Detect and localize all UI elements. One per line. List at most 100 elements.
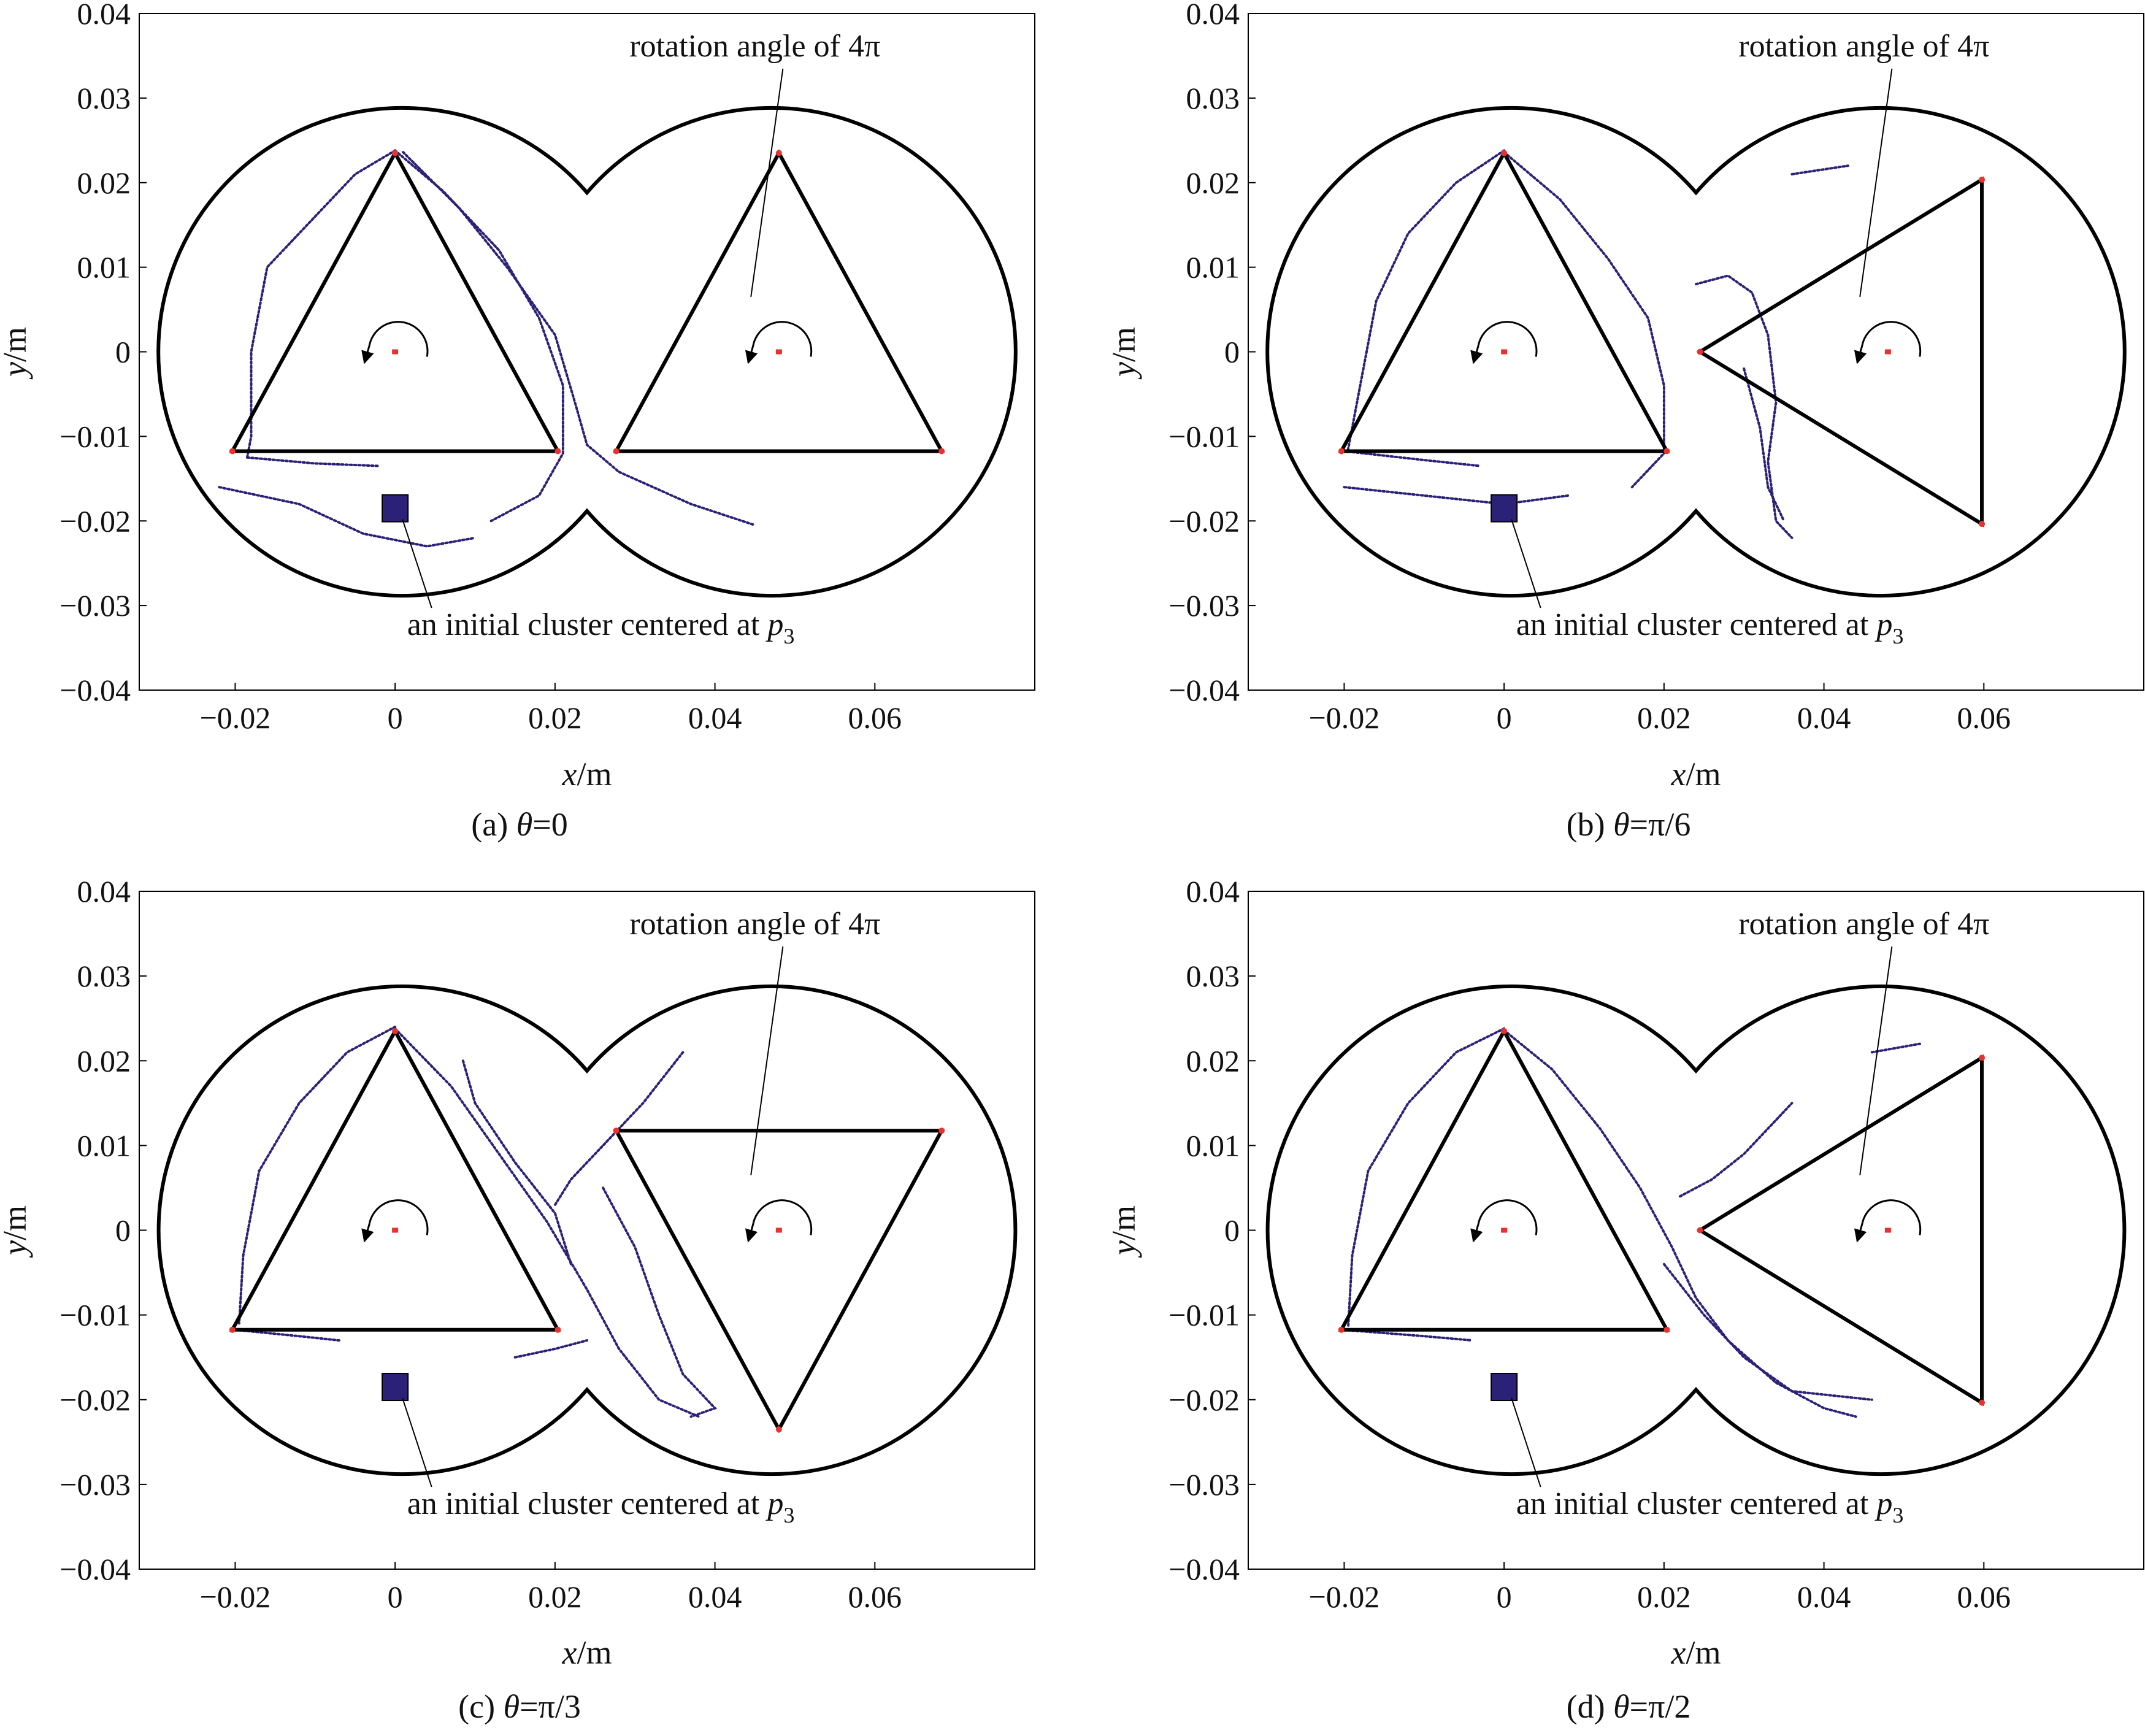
particle-trace — [1870, 1042, 1921, 1054]
rotor-vertex-dot — [392, 150, 399, 156]
rotor-vertex-dot — [229, 1326, 236, 1333]
rotation-leader-line — [1859, 68, 1893, 298]
plot-frame — [139, 13, 1035, 691]
particle-trace — [237, 1026, 397, 1325]
y-axis-label: y/m — [0, 327, 33, 380]
y-tick-label: 0.01 — [77, 250, 131, 285]
y-tick-label: −0.02 — [1168, 504, 1240, 538]
x-tick-label: −0.02 — [1309, 1580, 1380, 1614]
y-tick-label: 0.03 — [1186, 959, 1240, 993]
x-tick-label: 0.06 — [1957, 1580, 2011, 1614]
cluster-annotation: an initial cluster centered at p3 — [407, 1486, 795, 1527]
rotation-annotation: rotation angle of 4π — [1738, 907, 1989, 942]
rotor-vertex-dot — [1979, 1054, 1986, 1061]
panel-caption: (b) θ=π/6 — [1567, 806, 1691, 843]
particle-trace — [602, 1186, 718, 1418]
particle-trace — [1346, 450, 1481, 467]
x-tick-label: 0.02 — [1637, 701, 1691, 735]
y-tick-label: 0 — [115, 335, 131, 369]
y-tick-label: 0.04 — [77, 874, 131, 908]
x-tick-label: −0.02 — [200, 1580, 271, 1614]
particle-trace — [1662, 1262, 1873, 1401]
particle-trace — [553, 1051, 685, 1207]
right-rotor — [1696, 1054, 1984, 1406]
mixer-barrel-outline — [1265, 106, 2127, 598]
rotor-vertex-dot — [938, 1127, 945, 1134]
y-tick-label: −0.03 — [1168, 588, 1240, 623]
right-rotor-center — [775, 1227, 782, 1233]
y-tick-label: 0.03 — [77, 81, 131, 115]
right-rotor-center — [1884, 1227, 1891, 1233]
left-rotor-center — [1501, 1227, 1508, 1233]
left-rotor — [1338, 149, 1670, 453]
x-tick-label: 0.04 — [1797, 1580, 1851, 1614]
y-tick-label: 0.04 — [1186, 874, 1240, 908]
left-rotor-center — [1501, 349, 1508, 355]
panel-d: −0.02 0 0.02 0.04 0.06 0.04 0.03 0.02 0.01 0 −0.01… — [1105, 874, 2144, 1725]
y-tick-label: 0.01 — [1186, 1128, 1240, 1162]
left-rotor-center — [392, 1227, 399, 1233]
y-tick-label: −0.01 — [1168, 419, 1240, 453]
x-tick-label: 0 — [1497, 1580, 1512, 1614]
right-rotor-center — [775, 349, 782, 355]
panel-caption: (d) θ=π/2 — [1567, 1688, 1691, 1725]
cluster-annotation: an initial cluster centered at p3 — [407, 607, 795, 648]
right-rotation-arrow — [1854, 1199, 1922, 1243]
rotor-vertex-dot — [1663, 448, 1670, 455]
y-tick-label: −0.02 — [1168, 1383, 1240, 1417]
y-tick-label: 0.04 — [77, 0, 131, 31]
cluster-annotation: an initial cluster centered at p3 — [1516, 607, 1904, 648]
rotor-vertex-dot — [613, 448, 620, 455]
rotor-vertex-dot — [613, 1127, 620, 1134]
rotor-vertex-dot — [554, 448, 561, 455]
x-axis-label: x/m — [562, 756, 612, 793]
particle-trace — [461, 1059, 572, 1266]
initial-cluster-square — [382, 1373, 409, 1402]
y-tick-label: 0.01 — [1186, 250, 1240, 285]
x-tick-label: −0.02 — [200, 701, 271, 735]
left-rotation-arrow — [1470, 1199, 1538, 1243]
rotor-vertex-dot — [1663, 1326, 1670, 1333]
right-rotation-arrow — [1854, 321, 1922, 364]
rotor-vertex-dot — [1697, 348, 1703, 355]
y-tick-label: −0.04 — [1168, 1552, 1240, 1586]
panel-caption: (a) θ=0 — [471, 806, 567, 843]
panel-c: −0.02 0 0.02 0.04 0.06 0.04 0.03 0.02 0.01 0 −0.01… — [0, 874, 1035, 1725]
panel-a: −0.02 0 0.02 0.04 0.06 0.04 0.03 0.02 0.01 0 −0.01… — [0, 0, 1035, 843]
x-axis-label: x/m — [562, 1634, 612, 1671]
particle-trace — [237, 1329, 340, 1342]
rotation-annotation: rotation angle of 4π — [1738, 29, 1989, 64]
y-tick-label: 0.03 — [1186, 81, 1240, 115]
y-tick-label: −0.04 — [1168, 673, 1240, 707]
panel-b: −0.02 0 0.02 0.04 0.06 0.04 0.03 0.02 0.01 0 −0.01… — [1105, 0, 2144, 843]
y-tick-label: −0.02 — [59, 1383, 131, 1417]
y-tick-label: −0.04 — [59, 1552, 131, 1586]
particle-trace — [246, 456, 381, 467]
rotor-vertex-dot — [554, 1326, 561, 1333]
left-rotor-center — [392, 349, 399, 355]
x-tick-label: 0.04 — [688, 1580, 742, 1614]
y-tick-label: −0.03 — [59, 1467, 131, 1502]
rotor-vertex-dot — [938, 448, 945, 455]
rotor-vertex-dot — [392, 1027, 399, 1034]
particle-trace — [1678, 1102, 1794, 1198]
y-axis-label: y/m — [1105, 327, 1142, 380]
rotation-leader-line — [1859, 946, 1893, 1175]
rotation-leader-line — [750, 68, 784, 298]
rotor-vertex-dot — [1338, 1326, 1345, 1333]
y-tick-label: −0.01 — [59, 1298, 131, 1332]
rotor-vertex-dot — [775, 150, 782, 156]
x-tick-label: 0 — [388, 701, 403, 735]
rotation-annotation: rotation angle of 4π — [629, 907, 880, 942]
y-tick-label: 0 — [115, 1213, 131, 1248]
particle-trace — [1343, 486, 1570, 505]
rotor-vertex-dot — [775, 1426, 782, 1433]
panel-caption: (c) θ=π/3 — [458, 1688, 581, 1725]
right-rotation-arrow — [745, 1199, 813, 1243]
rotor-vertex-dot — [229, 448, 236, 455]
particle-trace — [402, 151, 756, 527]
particle-trace — [1346, 149, 1506, 451]
y-tick-label: −0.01 — [59, 419, 131, 453]
y-tick-label: 0.04 — [1186, 0, 1240, 31]
